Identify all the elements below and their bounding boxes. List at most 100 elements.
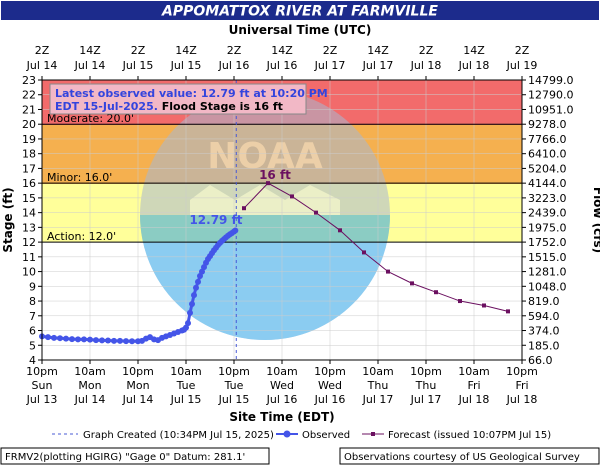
legend-forecast-marker [371, 432, 375, 436]
bottom-tick-label: 10am [170, 365, 201, 378]
forecast-point [410, 281, 414, 286]
y2-tick-label: 1752.0 [528, 236, 567, 249]
bottom-tick-label: Jul 15 [170, 393, 202, 406]
forecast-point [338, 228, 342, 233]
observed-point [193, 284, 199, 291]
bottom-tick-label: Jul 16 [314, 393, 346, 406]
forecast-point [458, 299, 462, 304]
observed-point [45, 334, 51, 341]
svg-text:NOAA: NOAA [207, 136, 323, 177]
observed-point [105, 337, 111, 344]
forecast-point [482, 303, 486, 308]
bottom-tick-label: Jul 14 [122, 393, 154, 406]
utc-axis-title: Universal Time (UTC) [229, 23, 372, 37]
y2-tick-label: 3223.0 [528, 192, 567, 205]
observed-point [129, 338, 135, 345]
forecast-peak-label: 16 ft [259, 168, 291, 182]
observed-point [87, 336, 93, 343]
forecast-series-points [242, 181, 510, 314]
top-tick-label-time: 14Z [175, 44, 197, 57]
top-tick-label-date: Jul 14 [74, 59, 106, 72]
top-tick-label-date: Jul 17 [314, 59, 346, 72]
forecast-series-line [243, 182, 509, 312]
bottom-tick-label: Wed [318, 379, 342, 392]
observed-last-value-label: 12.79 ft [189, 213, 242, 227]
bottom-tick-label: Jul 16 [266, 393, 298, 406]
top-tick-label-date: Jul 19 [506, 59, 538, 72]
latest-observed-line1: Latest observed value: 12.79 ft at 10:20… [55, 87, 328, 100]
y-tick-label: 22 [22, 89, 36, 102]
top-tick-label-time: 2Z [227, 44, 242, 57]
y-tick-label: 17 [22, 162, 36, 175]
bottom-tick-label: Jul 18 [506, 393, 538, 406]
y-tick-label: 18 [22, 148, 36, 161]
top-tick-label-date: Jul 15 [122, 59, 154, 72]
y2-tick-label: 66.0 [528, 354, 553, 367]
bottom-tick-label: Fri [515, 379, 528, 392]
y-tick-label: 16 [22, 177, 36, 190]
bottom-tick-label: Wed [270, 379, 294, 392]
y-tick-label: 19 [22, 133, 36, 146]
observed-point [57, 335, 63, 342]
bottom-tick-label: 10pm [410, 365, 442, 378]
forecast-point [290, 194, 294, 199]
bottom-tick-label: Tue [176, 379, 196, 392]
legend: Graph Created (10:34PM Jul 15, 2025) Obs… [52, 430, 551, 441]
y2-tick-label: 1048.0 [528, 280, 567, 293]
top-tick-label-date: Jul 17 [362, 59, 394, 72]
observed-point [75, 336, 81, 343]
legend-observed-dot [283, 430, 291, 438]
forecast-point [506, 309, 510, 314]
noaa-logo-watermark: NOAA [140, 90, 390, 340]
observed-point [187, 309, 193, 316]
observed-point [111, 337, 117, 344]
observed-point [232, 227, 239, 234]
observed-point [51, 334, 57, 341]
bottom-tick-label: 10pm [26, 365, 58, 378]
forecast-point [434, 290, 438, 295]
forecast-point [266, 181, 270, 186]
observed-point [99, 337, 105, 344]
y-tick-label: 10 [22, 266, 36, 279]
bottom-tick-label: Sun [32, 379, 53, 392]
threshold-label-minor: Minor: 16.0' [47, 171, 112, 184]
y2-tick-label: 6410.0 [528, 148, 567, 161]
observed-point [81, 336, 87, 343]
y-tick-label: 21 [22, 103, 36, 116]
top-tick-label-date: Jul 15 [170, 59, 202, 72]
forecast-point [362, 250, 366, 255]
bottom-tick-label: Jul 18 [458, 393, 490, 406]
y-tick-label: 14 [22, 207, 36, 220]
y2-tick-label: 594.0 [528, 310, 560, 323]
bottom-tick-label: Fri [467, 379, 480, 392]
bottom-tick-label: Jul 17 [362, 393, 394, 406]
bottom-tick-label: Jul 13 [26, 393, 58, 406]
top-tick-label-time: 2Z [35, 44, 50, 57]
observed-point [69, 336, 75, 343]
observed-point [195, 278, 201, 285]
y-tick-label: 4 [29, 354, 36, 367]
plot-area: NOAA Action: 12.0' Minor: 16.0' Moderate: … [39, 79, 523, 361]
y2-tick-label: 12790.0 [528, 89, 574, 102]
bottom-tick-label: 10am [74, 365, 105, 378]
y-tick-label: 5 [29, 339, 36, 352]
latest-observed-box: Latest observed value: 12.79 ft at 10:20… [49, 83, 328, 115]
y2-tick-label: 1975.0 [528, 221, 567, 234]
y2-axis-label: Flow (cfs) [591, 187, 600, 253]
bottom-tick-label: 10pm [218, 365, 250, 378]
y-tick-label: 11 [22, 251, 36, 264]
y2-tick-label: 5204.0 [528, 162, 567, 175]
top-tick-label-date: Jul 16 [266, 59, 298, 72]
bottom-tick-label: Jul 17 [410, 393, 442, 406]
chart-title: APPOMATTOX RIVER AT FARMVILLE [161, 4, 438, 20]
top-tick-label-time: 2Z [131, 44, 146, 57]
bottom-tick-label: 10am [458, 365, 489, 378]
observed-point [93, 337, 99, 344]
forecast-point [314, 210, 318, 215]
flood-threshold-lines: Action: 12.0' Minor: 16.0' Moderate: 20.0' [42, 112, 522, 243]
bottom-tick-label: 10am [266, 365, 297, 378]
